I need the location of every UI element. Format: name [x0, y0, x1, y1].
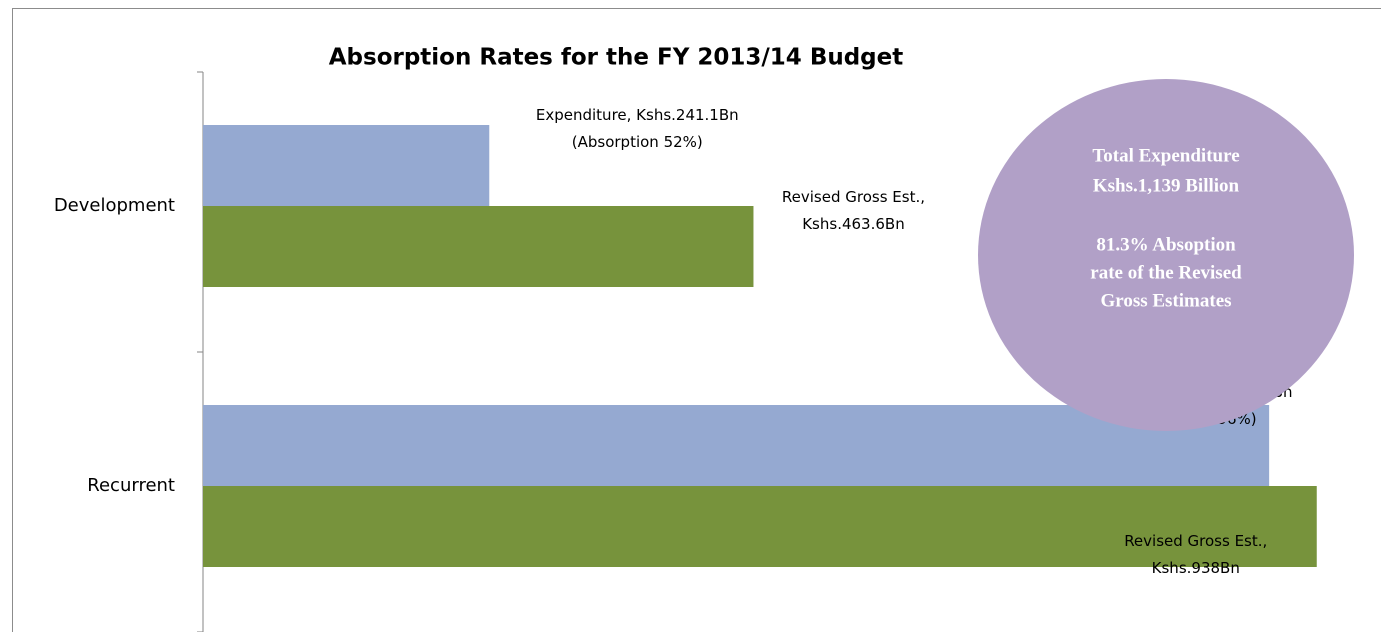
bar: [203, 125, 490, 206]
chart-border: [12, 8, 1381, 632]
annotation: Gross Estimates: [1100, 290, 1231, 311]
data-label: Revised Gross Est.,: [782, 188, 925, 206]
annotation: Kshs.1,139 Billion: [1093, 175, 1240, 196]
data-label: Expenditure, Kshs.241.1Bn: [536, 106, 739, 124]
annotation-bubble: [978, 79, 1354, 431]
annotation: Total Expenditure: [1092, 145, 1239, 166]
bar: [203, 405, 1270, 486]
data-label: Kshs.463.6Bn: [802, 215, 904, 233]
bar: [203, 486, 1317, 567]
chart-title: Absorption Rates for the FY 2013/14 Budg…: [329, 45, 904, 71]
annotation: rate of the Revised: [1090, 262, 1242, 283]
data-label: (Absorption 52%): [572, 133, 703, 151]
bar: [203, 206, 754, 287]
y-tick-label: Development: [54, 195, 175, 216]
data-label: Revised Gross Est.,: [1124, 532, 1267, 550]
data-label: Kshs.938Bn: [1152, 559, 1240, 577]
annotation: 81.3% Absoption: [1096, 234, 1236, 255]
y-tick-label: Recurrent: [87, 475, 175, 496]
